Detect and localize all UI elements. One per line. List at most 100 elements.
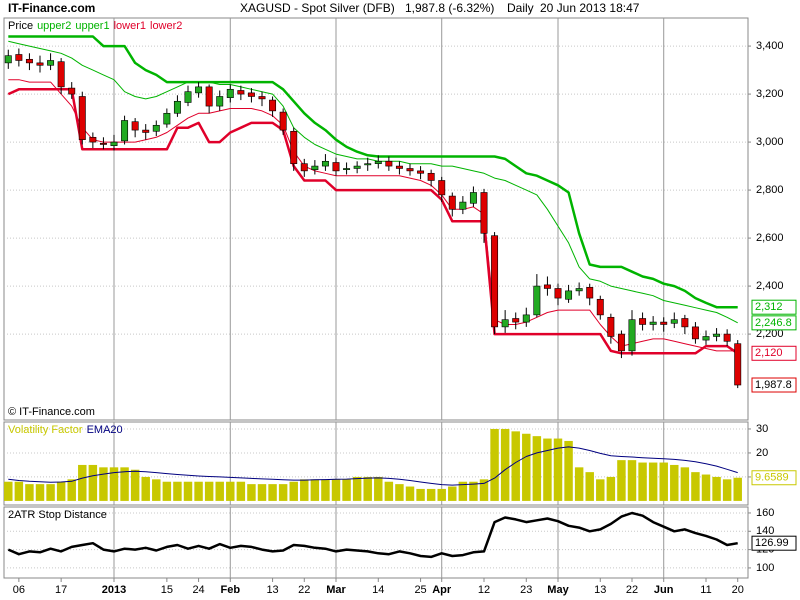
candle-body: [142, 129, 150, 133]
value-label-box: [751, 299, 797, 315]
value-label: 126.99: [755, 537, 789, 549]
bar: [553, 438, 563, 501]
bar: [141, 476, 150, 501]
candle-body: [491, 235, 499, 328]
y-tick-label: 3,000: [756, 136, 784, 148]
x-tick-label: 17: [55, 584, 67, 596]
candle-body: [406, 168, 414, 172]
x-tick-label: 14: [372, 584, 384, 596]
series-line: [8, 446, 738, 486]
candle-body: [681, 318, 689, 328]
bar: [56, 481, 66, 501]
bar: [384, 481, 394, 501]
candle-body: [152, 124, 160, 132]
candle-body: [533, 285, 541, 316]
candle-body: [247, 92, 255, 97]
candle-body: [343, 168, 351, 170]
candle-body: [395, 165, 403, 169]
candle-body: [469, 192, 477, 204]
candle-body: [522, 314, 530, 323]
candle-body: [99, 142, 107, 145]
candle-body: [121, 120, 129, 142]
x-tick-label: 2013: [102, 584, 126, 596]
bar: [310, 479, 320, 501]
candle-body: [723, 333, 731, 342]
bar: [638, 462, 647, 501]
legend-entry: upper1: [75, 20, 109, 32]
candle-body: [448, 195, 456, 210]
candle-body: [290, 130, 298, 164]
y-tick-label: 100: [756, 562, 774, 574]
bar: [479, 479, 489, 501]
bar: [215, 481, 224, 501]
legend-entry: lower2: [150, 20, 182, 32]
period: Daily: [507, 1, 534, 15]
x-tick-label: Apr: [432, 584, 452, 596]
y-tick-label: 140: [756, 525, 774, 537]
candle-body: [163, 112, 171, 125]
bar: [204, 481, 214, 501]
candle-body: [332, 162, 340, 172]
value-label: 2,312: [755, 301, 783, 313]
candle-body: [25, 58, 33, 64]
candle-body: [237, 90, 245, 95]
bar: [574, 467, 584, 501]
bar: [680, 467, 690, 501]
legend-entry: EMA20: [87, 424, 123, 436]
candle-body: [89, 136, 97, 143]
y-tick-label: 160: [756, 507, 774, 519]
panel-frame: [3, 421, 749, 506]
legend-entry: lower1: [114, 20, 146, 32]
bar: [691, 472, 700, 501]
bar: [321, 479, 330, 501]
x-tick-label: 23: [520, 584, 532, 596]
value-label-box: [751, 377, 797, 393]
x-tick-label: 20: [732, 584, 744, 596]
candle-body: [660, 321, 668, 325]
candle-body: [131, 121, 139, 131]
candle-body: [321, 160, 329, 167]
bar: [617, 460, 626, 501]
bar: [109, 467, 119, 501]
bar: [226, 481, 235, 501]
candle-body: [110, 141, 118, 146]
bar: [183, 481, 193, 501]
y-tick-label: 2,600: [756, 232, 784, 244]
bar: [659, 462, 668, 501]
bar: [426, 488, 436, 501]
candle-body: [565, 290, 573, 300]
legend-entry: 2ATR Stop Distance: [8, 509, 107, 521]
value-label-box: [751, 315, 797, 331]
quote: 1,987.8 (-6.32%): [405, 1, 494, 15]
bar: [648, 462, 658, 501]
bar: [395, 484, 404, 501]
site-name: IT-Finance.com: [8, 1, 95, 15]
candle-body: [205, 86, 213, 107]
candle-body: [628, 319, 636, 352]
bar: [67, 479, 76, 501]
candle-body: [279, 111, 287, 131]
candle-body: [512, 318, 520, 323]
candle-body: [575, 288, 583, 292]
y-tick-label: 2,800: [756, 184, 784, 196]
bar: [606, 476, 616, 501]
bar: [257, 484, 267, 501]
series-line: [8, 35, 738, 309]
bar: [88, 464, 98, 501]
instrument: XAGUSD - Spot Silver (DFB): [240, 1, 395, 15]
x-tick-label: Feb: [221, 584, 241, 596]
watermark: © IT-Finance.com: [8, 406, 95, 418]
bar: [500, 428, 510, 501]
bar: [733, 477, 742, 501]
candle-body: [300, 163, 308, 172]
candle-body: [417, 170, 425, 174]
candle-body: [702, 336, 710, 341]
bar: [352, 476, 362, 501]
y-tick-label: 3,200: [756, 88, 784, 100]
x-tick-label: 12: [478, 584, 490, 596]
value-label: 1,987.8: [755, 379, 792, 391]
x-tick-label: Mar: [326, 584, 346, 596]
bar: [405, 486, 415, 501]
